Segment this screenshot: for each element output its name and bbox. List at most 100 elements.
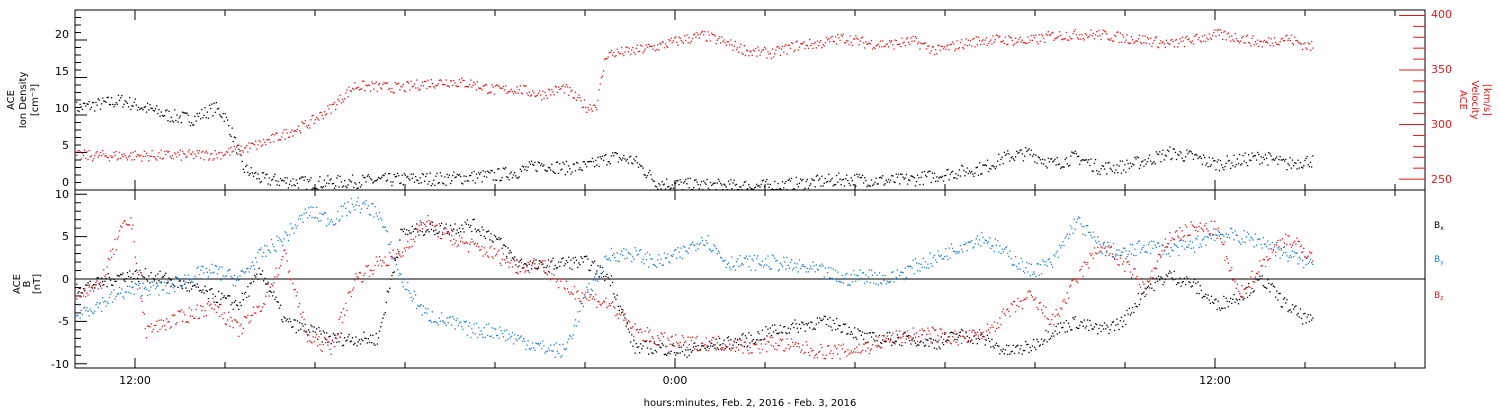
bx-point (394, 271, 395, 272)
velocity-point (1176, 39, 1177, 40)
by-point (960, 245, 961, 246)
bx-point (461, 225, 462, 226)
bz-point (177, 310, 178, 311)
by-point (441, 312, 442, 313)
bx-point (1020, 348, 1021, 349)
velocity-point (935, 49, 936, 50)
by-point (633, 259, 634, 260)
by-point (514, 334, 515, 335)
by-point (761, 264, 762, 265)
velocity-point (1180, 41, 1181, 42)
bz-point (162, 326, 163, 327)
bz-point (438, 236, 439, 237)
velocity-point (423, 85, 424, 86)
velocity-point (265, 144, 266, 145)
by-point (198, 266, 199, 267)
bx-point (744, 346, 745, 347)
bx-point (449, 234, 450, 235)
density-point (396, 176, 397, 177)
by-point (327, 218, 328, 219)
density-point (979, 162, 980, 163)
bx-point (923, 342, 924, 343)
density-point (970, 172, 971, 173)
by-point (650, 258, 651, 259)
density-point (874, 182, 875, 183)
bz-point (508, 267, 509, 268)
density-point (712, 184, 713, 185)
by-point (453, 319, 454, 320)
velocity-point (480, 88, 481, 89)
by-point (435, 321, 436, 322)
by-point (656, 267, 657, 268)
density-point (173, 122, 174, 123)
velocity-point (227, 152, 228, 153)
bz-point (121, 227, 122, 228)
velocity-point (1267, 42, 1268, 43)
by-point (256, 262, 257, 263)
velocity-point (860, 40, 861, 41)
velocity-point (122, 156, 123, 157)
by-point (1287, 261, 1288, 262)
bx-point (414, 229, 415, 230)
bx-point (318, 327, 319, 328)
velocity-point (353, 89, 354, 90)
by-point (622, 255, 623, 256)
velocity-point (1281, 38, 1282, 39)
bx-point (609, 278, 610, 279)
bx-point (925, 345, 926, 346)
density-point (675, 183, 676, 184)
velocity-point (1307, 49, 1308, 50)
velocity-point (1076, 34, 1077, 35)
bx-series (75, 219, 1314, 358)
velocity-point (810, 45, 811, 46)
bz-point (460, 241, 461, 242)
bz-point (512, 266, 513, 267)
bx-point (1141, 294, 1142, 295)
bx-point (351, 340, 352, 341)
density-point (568, 165, 569, 166)
density-point (897, 177, 898, 178)
by-point (964, 244, 965, 245)
top-panel-ticks (75, 15, 1425, 190)
by-point (961, 249, 962, 250)
by-point (854, 274, 855, 275)
density-point (1311, 166, 1312, 167)
bz-point (201, 310, 202, 311)
velocity-point (1184, 46, 1185, 47)
velocity-point (754, 50, 755, 51)
by-point (843, 282, 844, 283)
by-point (739, 255, 740, 256)
velocity-tick-label: 350 (1431, 63, 1452, 76)
velocity-point (1042, 35, 1043, 36)
bz-point (453, 239, 454, 240)
bz-point (541, 264, 542, 265)
bz-point (493, 258, 494, 259)
by-point (820, 266, 821, 267)
bx-point (1200, 285, 1201, 286)
density-point (156, 105, 157, 106)
bx-point (775, 330, 776, 331)
by-point (1130, 244, 1131, 245)
bx-point (214, 302, 215, 303)
density-point (252, 172, 253, 173)
velocity-point (709, 35, 710, 36)
density-point (295, 185, 296, 186)
velocity-point (371, 81, 372, 82)
density-point (1015, 156, 1016, 157)
by-point (182, 285, 183, 286)
by-point (845, 274, 846, 275)
bx-point (855, 337, 856, 338)
velocity-point (164, 151, 165, 152)
bx-point (298, 330, 299, 331)
by-point (1063, 245, 1064, 246)
by-point (882, 275, 883, 276)
bx-point (309, 332, 310, 333)
by-point (167, 280, 168, 281)
density-point (318, 181, 319, 182)
bz-point (190, 316, 191, 317)
density-point (826, 182, 827, 183)
density-point (189, 121, 190, 122)
by-point (943, 258, 944, 259)
by-point (976, 238, 977, 239)
velocity-point (324, 111, 325, 112)
